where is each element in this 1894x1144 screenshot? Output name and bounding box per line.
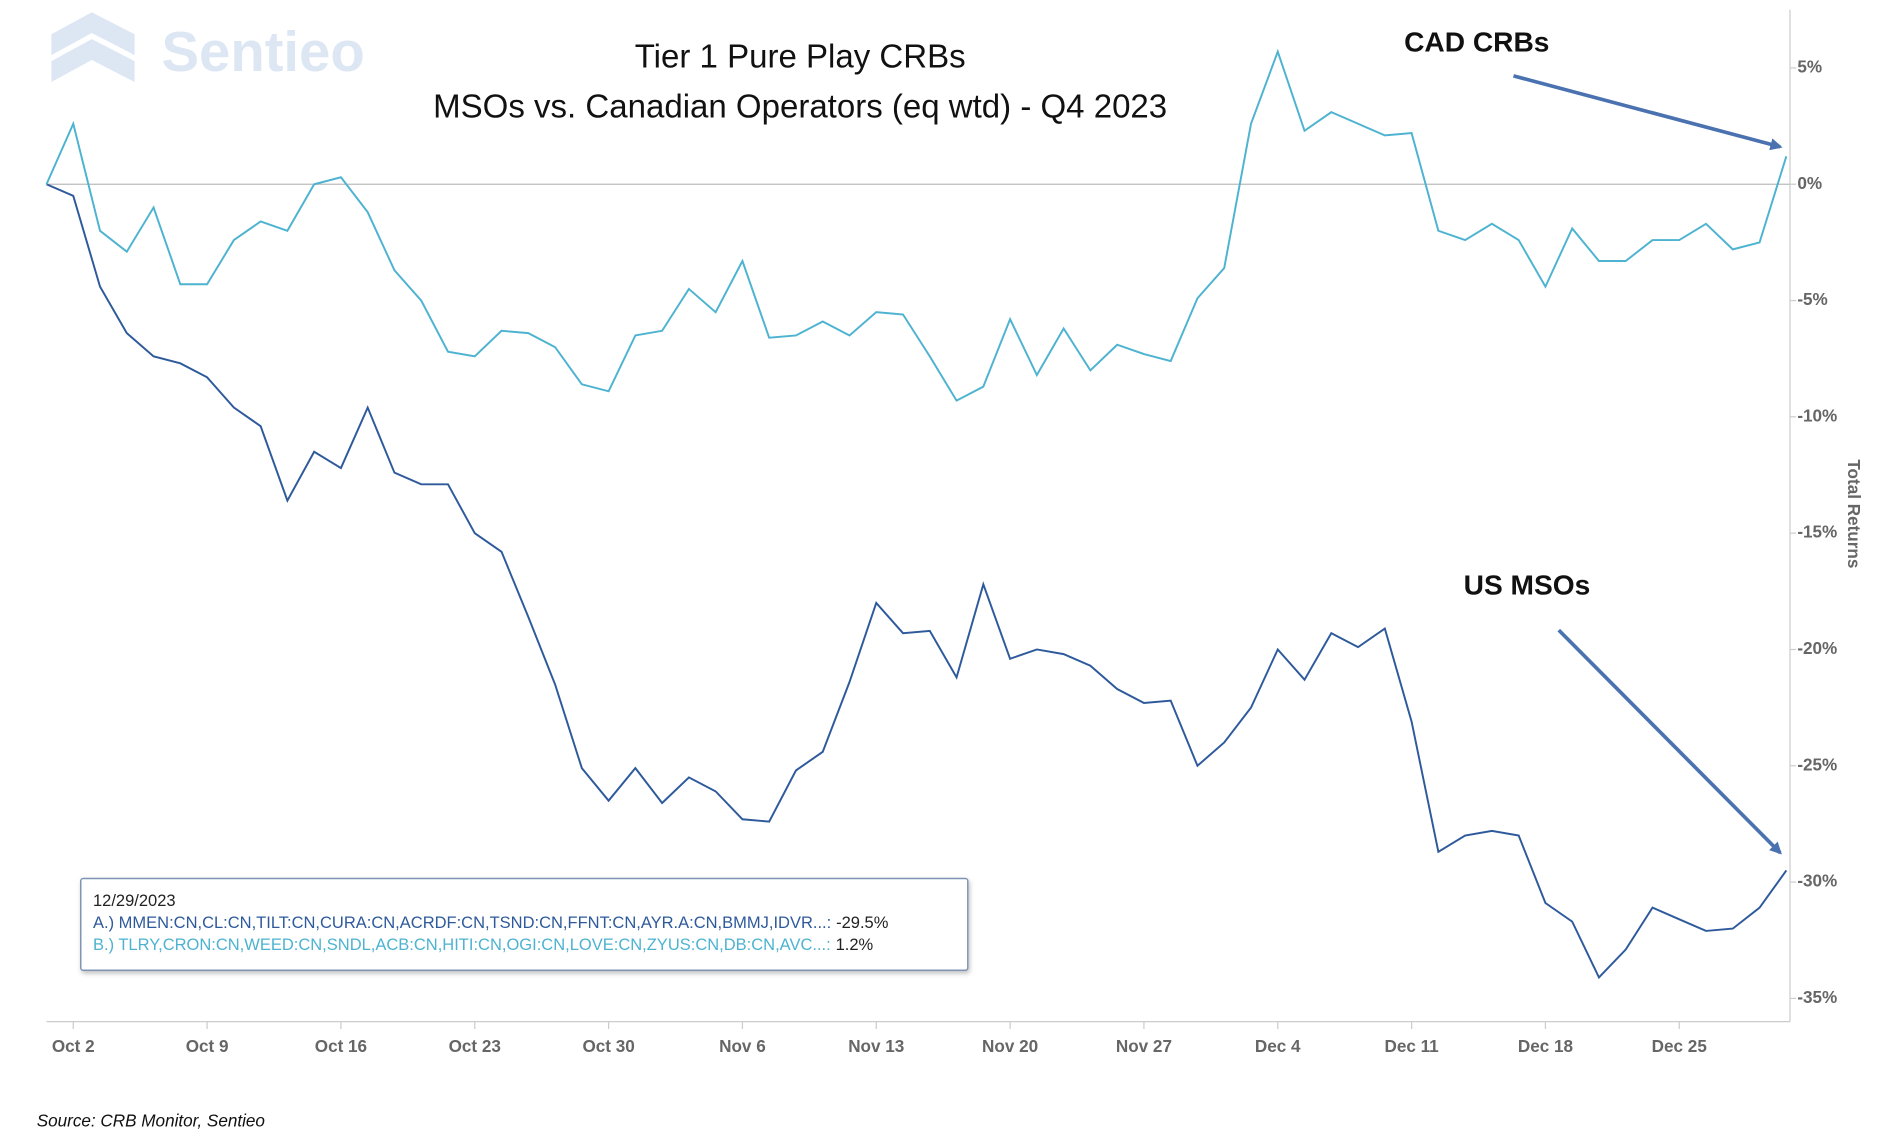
x-tick-label: Nov 20 <box>982 1037 1038 1056</box>
x-tick-label: Oct 23 <box>449 1037 501 1056</box>
chart-title: Tier 1 Pure Play CRBs <box>635 37 966 74</box>
y-tick-label: -35% <box>1797 988 1837 1007</box>
x-tick-label: Nov 13 <box>848 1037 904 1056</box>
tooltip-item: A.) MMEN:CN,CL:CN,TILT:CN,CURA:CN,ACRDF:… <box>93 914 889 932</box>
tooltip-value: -29.5% <box>836 914 889 932</box>
source-note: Source: CRB Monitor, Sentieo <box>37 1111 265 1130</box>
series-annotation: US MSOs <box>1464 570 1591 601</box>
x-tick-label: Oct 16 <box>315 1037 367 1056</box>
y-tick-label: -15% <box>1797 523 1837 542</box>
chart-subtitle: MSOs vs. Canadian Operators (eq wtd) - Q… <box>433 88 1167 125</box>
y-tick-label: -30% <box>1797 872 1837 891</box>
tooltip-item: B.) TLRY,CRON:CN,WEED:CN,SNDL,ACB:CN,HIT… <box>93 936 874 954</box>
y-tick-label: -25% <box>1797 755 1837 774</box>
y-tick-label: -20% <box>1797 639 1837 658</box>
x-tick-label: Oct 30 <box>582 1037 634 1056</box>
tooltip-value: 1.2% <box>836 936 874 954</box>
x-tick-label: Oct 2 <box>52 1037 95 1056</box>
series-line <box>45 48 1788 402</box>
x-tick-label: Nov 27 <box>1116 1037 1172 1056</box>
x-tick-label: Dec 18 <box>1518 1037 1573 1056</box>
series-annotation: CAD CRBs <box>1404 26 1549 57</box>
watermark-text: Sentieo <box>162 20 365 83</box>
annotation-arrow <box>1557 628 1782 855</box>
tooltip: 12/29/2023 A.) MMEN:CN,CL:CN,TILT:CN,CUR… <box>80 877 969 971</box>
tooltip-series: A.) MMEN:CN,CL:CN,TILT:CN,CURA:CN,ACRDF:… <box>93 914 831 932</box>
y-tick-label: 0% <box>1797 174 1822 193</box>
x-tick-label: Dec 25 <box>1652 1037 1708 1056</box>
series-line <box>46 183 1788 980</box>
tooltip-box <box>80 877 969 971</box>
annotation-arrow <box>1513 74 1783 151</box>
y-tick-label: -5% <box>1797 290 1827 309</box>
x-tick-label: Dec 11 <box>1384 1037 1439 1056</box>
x-tick-label: Dec 4 <box>1255 1037 1301 1056</box>
watermark-logo <box>51 12 135 82</box>
x-tick-label: Oct 9 <box>186 1037 229 1056</box>
tooltip-series: B.) TLRY,CRON:CN,WEED:CN,SNDL,ACB:CN,HIT… <box>93 936 831 954</box>
tooltip-date: 12/29/2023 <box>93 892 176 910</box>
watermark: Sentieo <box>51 12 365 83</box>
y-tick-label: 5% <box>1797 57 1822 76</box>
y-tick-label: -10% <box>1797 406 1837 425</box>
x-tick-label: Nov 6 <box>719 1037 766 1056</box>
y-axis-label: Total Returns <box>1844 459 1863 568</box>
